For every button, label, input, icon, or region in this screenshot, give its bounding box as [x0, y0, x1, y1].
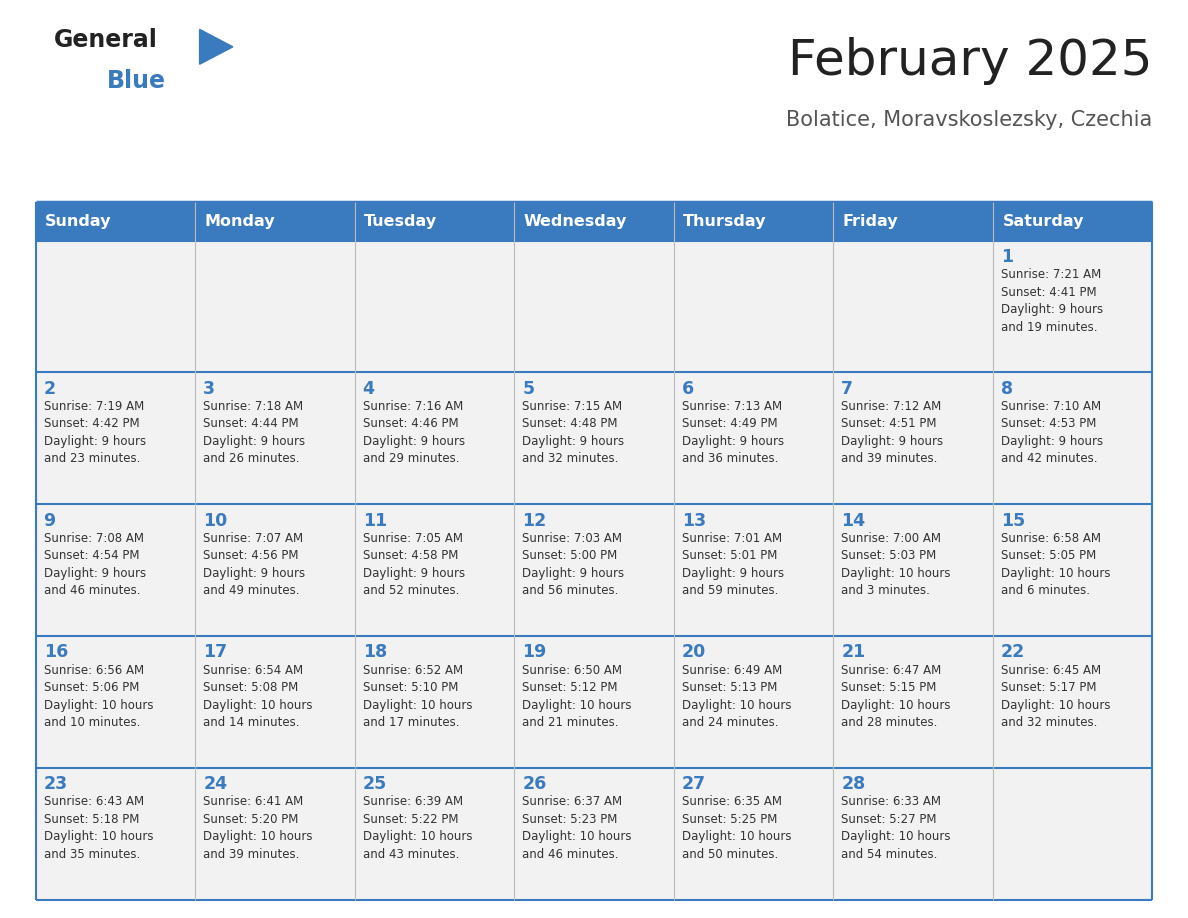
Text: Sunrise: 6:41 AM
Sunset: 5:20 PM
Daylight: 10 hours
and 39 minutes.: Sunrise: 6:41 AM Sunset: 5:20 PM Dayligh… — [203, 795, 312, 861]
Text: 26: 26 — [523, 775, 546, 793]
FancyBboxPatch shape — [36, 636, 1152, 767]
Text: Sunrise: 7:01 AM
Sunset: 5:01 PM
Daylight: 9 hours
and 59 minutes.: Sunrise: 7:01 AM Sunset: 5:01 PM Dayligh… — [682, 532, 784, 598]
Text: Wednesday: Wednesday — [524, 214, 627, 229]
Text: Sunrise: 7:10 AM
Sunset: 4:53 PM
Daylight: 9 hours
and 42 minutes.: Sunrise: 7:10 AM Sunset: 4:53 PM Dayligh… — [1000, 400, 1102, 465]
FancyBboxPatch shape — [355, 202, 514, 241]
Text: 2: 2 — [44, 380, 56, 397]
Text: Sunrise: 7:05 AM
Sunset: 4:58 PM
Daylight: 9 hours
and 52 minutes.: Sunrise: 7:05 AM Sunset: 4:58 PM Dayligh… — [362, 532, 465, 598]
Text: 14: 14 — [841, 511, 865, 530]
FancyBboxPatch shape — [36, 241, 1152, 373]
Text: 11: 11 — [362, 511, 387, 530]
Text: 10: 10 — [203, 511, 227, 530]
Text: 18: 18 — [362, 644, 387, 661]
Text: 4: 4 — [362, 380, 374, 397]
Text: Sunrise: 7:12 AM
Sunset: 4:51 PM
Daylight: 9 hours
and 39 minutes.: Sunrise: 7:12 AM Sunset: 4:51 PM Dayligh… — [841, 400, 943, 465]
Text: 12: 12 — [523, 511, 546, 530]
Text: 24: 24 — [203, 775, 227, 793]
Text: 28: 28 — [841, 775, 866, 793]
Text: Sunrise: 6:43 AM
Sunset: 5:18 PM
Daylight: 10 hours
and 35 minutes.: Sunrise: 6:43 AM Sunset: 5:18 PM Dayligh… — [44, 795, 153, 861]
Text: Sunrise: 7:08 AM
Sunset: 4:54 PM
Daylight: 9 hours
and 46 minutes.: Sunrise: 7:08 AM Sunset: 4:54 PM Dayligh… — [44, 532, 146, 598]
Text: Sunrise: 6:47 AM
Sunset: 5:15 PM
Daylight: 10 hours
and 28 minutes.: Sunrise: 6:47 AM Sunset: 5:15 PM Dayligh… — [841, 664, 950, 729]
Text: Sunrise: 7:00 AM
Sunset: 5:03 PM
Daylight: 10 hours
and 3 minutes.: Sunrise: 7:00 AM Sunset: 5:03 PM Dayligh… — [841, 532, 950, 598]
Text: Friday: Friday — [842, 214, 898, 229]
Text: Tuesday: Tuesday — [365, 214, 437, 229]
Text: Sunrise: 7:21 AM
Sunset: 4:41 PM
Daylight: 9 hours
and 19 minutes.: Sunrise: 7:21 AM Sunset: 4:41 PM Dayligh… — [1000, 268, 1102, 333]
Text: General: General — [53, 28, 157, 51]
Text: Sunday: Sunday — [45, 214, 112, 229]
FancyBboxPatch shape — [36, 202, 195, 241]
Text: 1: 1 — [1000, 248, 1013, 266]
Text: Bolatice, Moravskoslezsky, Czechia: Bolatice, Moravskoslezsky, Czechia — [786, 110, 1152, 130]
Text: Sunrise: 7:19 AM
Sunset: 4:42 PM
Daylight: 9 hours
and 23 minutes.: Sunrise: 7:19 AM Sunset: 4:42 PM Dayligh… — [44, 400, 146, 465]
Text: 3: 3 — [203, 380, 215, 397]
Text: Saturday: Saturday — [1003, 214, 1083, 229]
Text: Sunrise: 6:37 AM
Sunset: 5:23 PM
Daylight: 10 hours
and 46 minutes.: Sunrise: 6:37 AM Sunset: 5:23 PM Dayligh… — [523, 795, 632, 861]
Text: 20: 20 — [682, 644, 706, 661]
Text: 6: 6 — [682, 380, 694, 397]
Text: Sunrise: 6:49 AM
Sunset: 5:13 PM
Daylight: 10 hours
and 24 minutes.: Sunrise: 6:49 AM Sunset: 5:13 PM Dayligh… — [682, 664, 791, 729]
Text: Sunrise: 6:35 AM
Sunset: 5:25 PM
Daylight: 10 hours
and 50 minutes.: Sunrise: 6:35 AM Sunset: 5:25 PM Dayligh… — [682, 795, 791, 861]
Text: 23: 23 — [44, 775, 68, 793]
Text: Sunrise: 7:16 AM
Sunset: 4:46 PM
Daylight: 9 hours
and 29 minutes.: Sunrise: 7:16 AM Sunset: 4:46 PM Dayligh… — [362, 400, 465, 465]
FancyBboxPatch shape — [674, 202, 833, 241]
Text: Sunrise: 6:58 AM
Sunset: 5:05 PM
Daylight: 10 hours
and 6 minutes.: Sunrise: 6:58 AM Sunset: 5:05 PM Dayligh… — [1000, 532, 1111, 598]
Text: 5: 5 — [523, 380, 535, 397]
Text: Sunrise: 7:03 AM
Sunset: 5:00 PM
Daylight: 9 hours
and 56 minutes.: Sunrise: 7:03 AM Sunset: 5:00 PM Dayligh… — [523, 532, 625, 598]
Text: 7: 7 — [841, 380, 853, 397]
Text: 25: 25 — [362, 775, 387, 793]
Text: Sunrise: 6:52 AM
Sunset: 5:10 PM
Daylight: 10 hours
and 17 minutes.: Sunrise: 6:52 AM Sunset: 5:10 PM Dayligh… — [362, 664, 472, 729]
Text: Sunrise: 6:50 AM
Sunset: 5:12 PM
Daylight: 10 hours
and 21 minutes.: Sunrise: 6:50 AM Sunset: 5:12 PM Dayligh… — [523, 664, 632, 729]
Text: Blue: Blue — [107, 69, 166, 93]
Text: Sunrise: 6:39 AM
Sunset: 5:22 PM
Daylight: 10 hours
and 43 minutes.: Sunrise: 6:39 AM Sunset: 5:22 PM Dayligh… — [362, 795, 472, 861]
Text: 15: 15 — [1000, 511, 1025, 530]
FancyBboxPatch shape — [36, 767, 1152, 900]
Text: Monday: Monday — [204, 214, 276, 229]
Text: 17: 17 — [203, 644, 227, 661]
Text: 8: 8 — [1000, 380, 1013, 397]
Text: 22: 22 — [1000, 644, 1025, 661]
Text: 27: 27 — [682, 775, 706, 793]
FancyBboxPatch shape — [36, 373, 1152, 504]
FancyBboxPatch shape — [514, 202, 674, 241]
Text: 9: 9 — [44, 511, 56, 530]
Text: 13: 13 — [682, 511, 706, 530]
Polygon shape — [200, 29, 233, 64]
Text: Sunrise: 7:07 AM
Sunset: 4:56 PM
Daylight: 9 hours
and 49 minutes.: Sunrise: 7:07 AM Sunset: 4:56 PM Dayligh… — [203, 532, 305, 598]
Text: Sunrise: 7:13 AM
Sunset: 4:49 PM
Daylight: 9 hours
and 36 minutes.: Sunrise: 7:13 AM Sunset: 4:49 PM Dayligh… — [682, 400, 784, 465]
Text: Sunrise: 7:18 AM
Sunset: 4:44 PM
Daylight: 9 hours
and 26 minutes.: Sunrise: 7:18 AM Sunset: 4:44 PM Dayligh… — [203, 400, 305, 465]
Text: 16: 16 — [44, 644, 68, 661]
FancyBboxPatch shape — [195, 202, 355, 241]
Text: Sunrise: 6:45 AM
Sunset: 5:17 PM
Daylight: 10 hours
and 32 minutes.: Sunrise: 6:45 AM Sunset: 5:17 PM Dayligh… — [1000, 664, 1111, 729]
Text: Sunrise: 6:56 AM
Sunset: 5:06 PM
Daylight: 10 hours
and 10 minutes.: Sunrise: 6:56 AM Sunset: 5:06 PM Dayligh… — [44, 664, 153, 729]
Text: Sunrise: 7:15 AM
Sunset: 4:48 PM
Daylight: 9 hours
and 32 minutes.: Sunrise: 7:15 AM Sunset: 4:48 PM Dayligh… — [523, 400, 625, 465]
FancyBboxPatch shape — [993, 202, 1152, 241]
Text: Sunrise: 6:54 AM
Sunset: 5:08 PM
Daylight: 10 hours
and 14 minutes.: Sunrise: 6:54 AM Sunset: 5:08 PM Dayligh… — [203, 664, 312, 729]
FancyBboxPatch shape — [833, 202, 993, 241]
FancyBboxPatch shape — [36, 504, 1152, 636]
Text: Thursday: Thursday — [683, 214, 766, 229]
Text: February 2025: February 2025 — [788, 37, 1152, 84]
Text: Sunrise: 6:33 AM
Sunset: 5:27 PM
Daylight: 10 hours
and 54 minutes.: Sunrise: 6:33 AM Sunset: 5:27 PM Dayligh… — [841, 795, 950, 861]
Text: 19: 19 — [523, 644, 546, 661]
Text: 21: 21 — [841, 644, 866, 661]
